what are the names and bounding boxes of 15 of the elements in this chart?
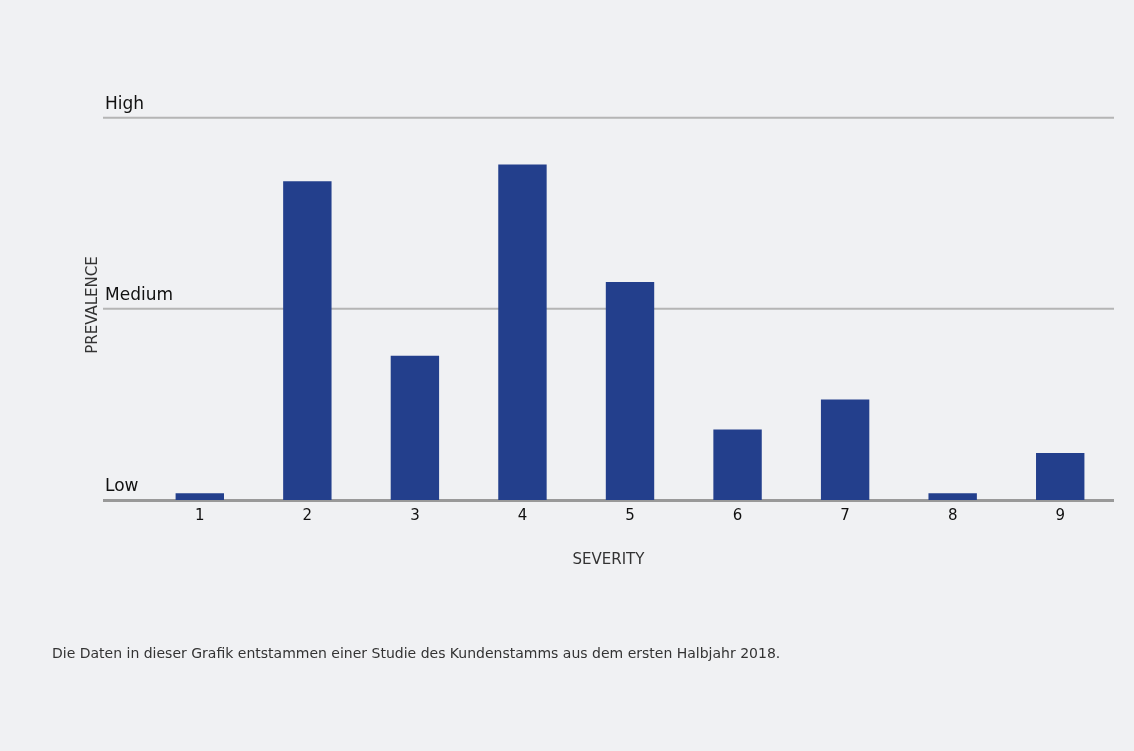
x-tick-label: 6 [732, 506, 743, 524]
ref-line-label: Medium [105, 284, 173, 304]
x-tick-label: 5 [625, 506, 635, 524]
x-tick-label: 9 [1055, 506, 1065, 524]
x-tick-label: 3 [410, 506, 420, 524]
x-axis-title: SEVERITY [572, 549, 646, 568]
ref-line-label: Low [105, 475, 139, 495]
x-tick-label: 2 [302, 506, 313, 524]
ref-line-label: High [105, 93, 145, 113]
y-axis-title: PREVALENCE [83, 256, 102, 354]
x-tick-label: 4 [517, 506, 528, 524]
text: Die Daten in dieser Grafik entstammen einer Studie des Kundenstamms aus dem ersten Halbjahr 2018. [52, 644, 782, 663]
x-tick-label: 8 [947, 506, 958, 524]
x-tick-label: 7 [840, 506, 850, 524]
x-tick-label: 1 [195, 506, 205, 524]
